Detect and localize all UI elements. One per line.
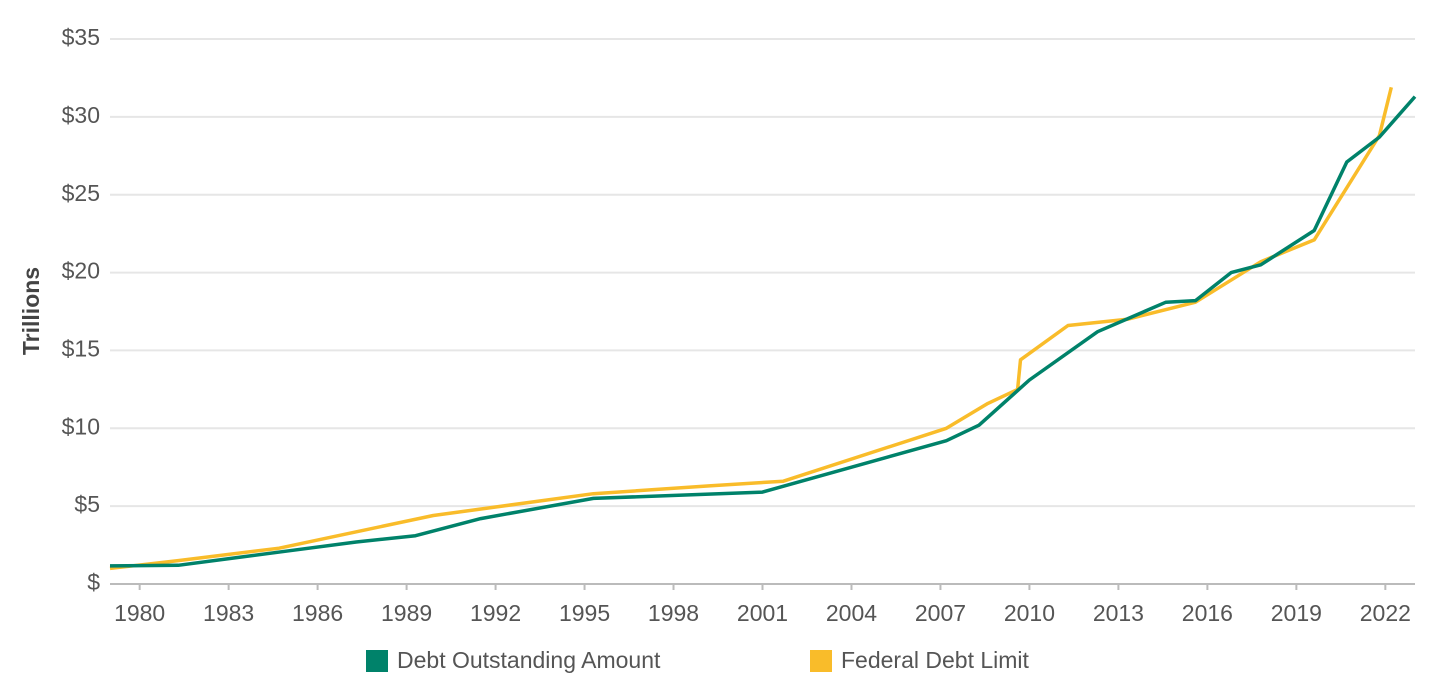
x-tick-label: 1986	[292, 600, 343, 626]
y-axis-label: Trillions	[18, 267, 44, 355]
legend-label: Federal Debt Limit	[841, 647, 1030, 673]
series-line	[109, 95, 1417, 568]
y-tick-label: $30	[62, 102, 100, 128]
x-tick-label: 2010	[1004, 600, 1055, 626]
y-tick-label: $10	[62, 413, 100, 439]
x-tick-label: 2022	[1360, 600, 1411, 626]
y-tick-label: $20	[62, 258, 100, 284]
legend-label: Debt Outstanding Amount	[397, 647, 661, 673]
series-line	[109, 86, 1393, 571]
y-tick-label: $5	[74, 491, 100, 517]
x-tick-label: 1980	[114, 600, 165, 626]
legend-swatch	[366, 650, 388, 672]
x-tick-label: 2019	[1271, 600, 1322, 626]
x-tick-label: 1983	[203, 600, 254, 626]
legend-swatch	[810, 650, 832, 672]
y-tick-label: $25	[62, 180, 100, 206]
x-tick-label: 1989	[381, 600, 432, 626]
x-tick-label: 2004	[826, 600, 877, 626]
x-tick-label: 2016	[1182, 600, 1233, 626]
y-tick-label: $	[87, 569, 100, 595]
x-tick-label: 2007	[915, 600, 966, 626]
x-tick-label: 1992	[470, 600, 521, 626]
x-tick-label: 2013	[1093, 600, 1144, 626]
y-tick-label: $35	[62, 24, 100, 50]
x-tick-label: 1995	[559, 600, 610, 626]
y-tick-label: $15	[62, 336, 100, 362]
x-tick-label: 2001	[737, 600, 788, 626]
x-tick-label: 1998	[648, 600, 699, 626]
